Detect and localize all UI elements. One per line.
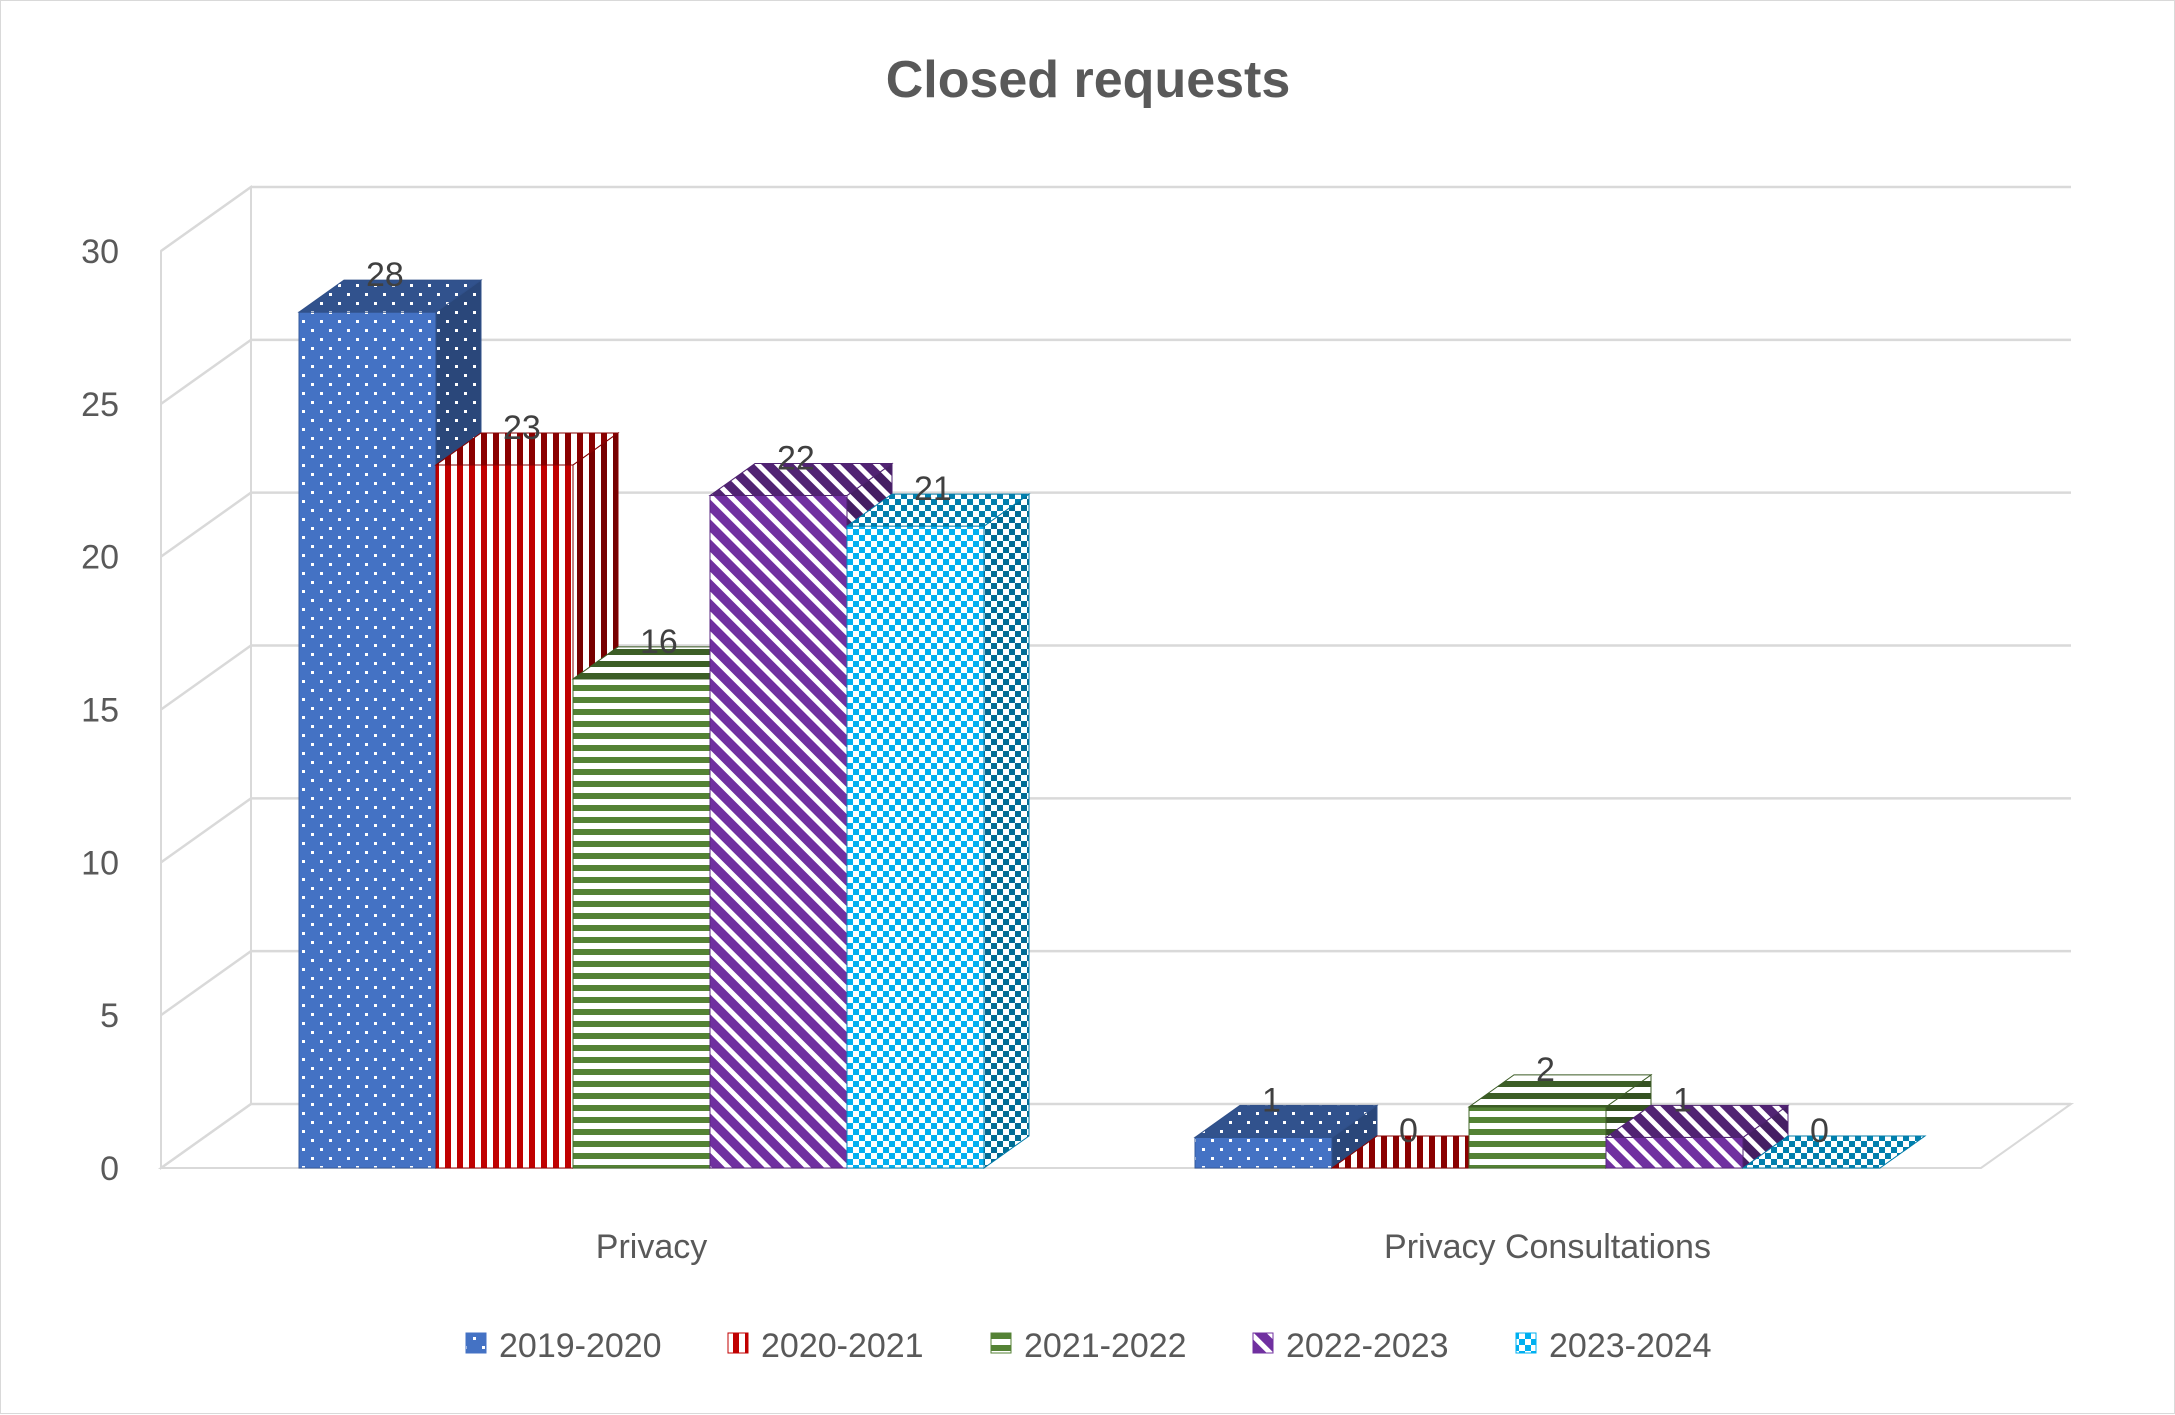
legend-item[interactable]: 2019-2020 (465, 1327, 662, 1365)
bars (297, 279, 1927, 1169)
bar-top (708, 463, 894, 497)
legend-swatch (465, 1332, 487, 1354)
bar-top (434, 432, 620, 466)
bar-front (1605, 1136, 1744, 1169)
legend-item[interactable]: 2022-2023 (1252, 1327, 1449, 1365)
legend-label: 2019-2020 (499, 1327, 662, 1365)
data-label: 28 (366, 256, 404, 294)
data-label: 23 (503, 409, 541, 447)
bar-front (709, 495, 848, 1169)
y-tick-label: 20 (81, 539, 119, 577)
legend-label: 2020-2021 (761, 1327, 924, 1365)
data-label: 2 (1536, 1051, 1555, 1089)
y-tick-label: 5 (100, 997, 119, 1035)
legend-swatch (1252, 1332, 1274, 1354)
gridline (160, 185, 2071, 253)
bar-front (298, 311, 437, 1169)
data-label: 1 (1262, 1081, 1281, 1119)
legend-label: 2022-2023 (1286, 1327, 1449, 1365)
legend-label: 2021-2022 (1024, 1327, 1187, 1365)
x-axis: Privacy Privacy Consultations (596, 1228, 1711, 1266)
bar-top (1467, 1074, 1653, 1108)
y-tick-label: 25 (81, 386, 119, 424)
legend[interactable]: 2019-2020 2020-2021 2021-2022 2022-2023 2023… (465, 1327, 1712, 1365)
y-tick-label: 0 (100, 1150, 119, 1188)
bar-top (297, 279, 483, 313)
bar-front (1468, 1106, 1607, 1169)
bar-top (845, 493, 1031, 527)
legend-item[interactable]: 2021-2022 (990, 1327, 1187, 1365)
y-tick-label: 30 (81, 233, 119, 271)
bar-front (572, 678, 711, 1169)
legend-item[interactable]: 2020-2021 (727, 1327, 924, 1365)
gridline (160, 644, 2071, 711)
category-label: Privacy Consultations (1384, 1228, 1711, 1266)
data-label: 22 (777, 440, 815, 478)
legend-swatch (727, 1332, 749, 1354)
bar-top (1741, 1135, 1927, 1169)
bar-front (846, 525, 985, 1169)
bar-2023-2024-privacy-consultations (1741, 1135, 1927, 1169)
legend-swatch (1515, 1332, 1537, 1354)
bar-top (1193, 1104, 1379, 1138)
bar-front (435, 464, 574, 1169)
bar-top (1604, 1104, 1790, 1138)
bar-2021-2022-privacy-consultations (1467, 1073, 1653, 1169)
gridline (160, 1102, 2071, 1170)
y-tick-label: 10 (81, 844, 119, 882)
bar-2019-2020-privacy-consultations (1193, 1104, 1379, 1169)
chart-title: Closed requests (886, 51, 1291, 109)
gridline (160, 949, 2071, 1017)
legend-label: 2023-2024 (1549, 1327, 1712, 1365)
gridline (160, 491, 2071, 558)
data-label: 16 (640, 623, 678, 661)
gridlines (160, 185, 2071, 1170)
data-label: 21 (914, 470, 952, 508)
data-label: 0 (1810, 1112, 1829, 1150)
legend-item[interactable]: 2023-2024 (1515, 1327, 1712, 1365)
gridline (160, 797, 2071, 864)
data-label: 0 (1399, 1112, 1418, 1150)
bar-2022-2023-privacy-consultations (1604, 1104, 1790, 1169)
gridline (160, 338, 2071, 405)
y-tick-label: 15 (81, 692, 119, 730)
y-axis: 0 5 10 15 20 25 30 (81, 233, 119, 1188)
bar-2023-2024-privacy (845, 493, 1031, 1169)
bar-side (983, 493, 1030, 1169)
data-label: 1 (1673, 1081, 1692, 1119)
category-label: Privacy (596, 1228, 707, 1266)
legend-swatch (990, 1332, 1012, 1354)
bar-front (1194, 1136, 1333, 1169)
